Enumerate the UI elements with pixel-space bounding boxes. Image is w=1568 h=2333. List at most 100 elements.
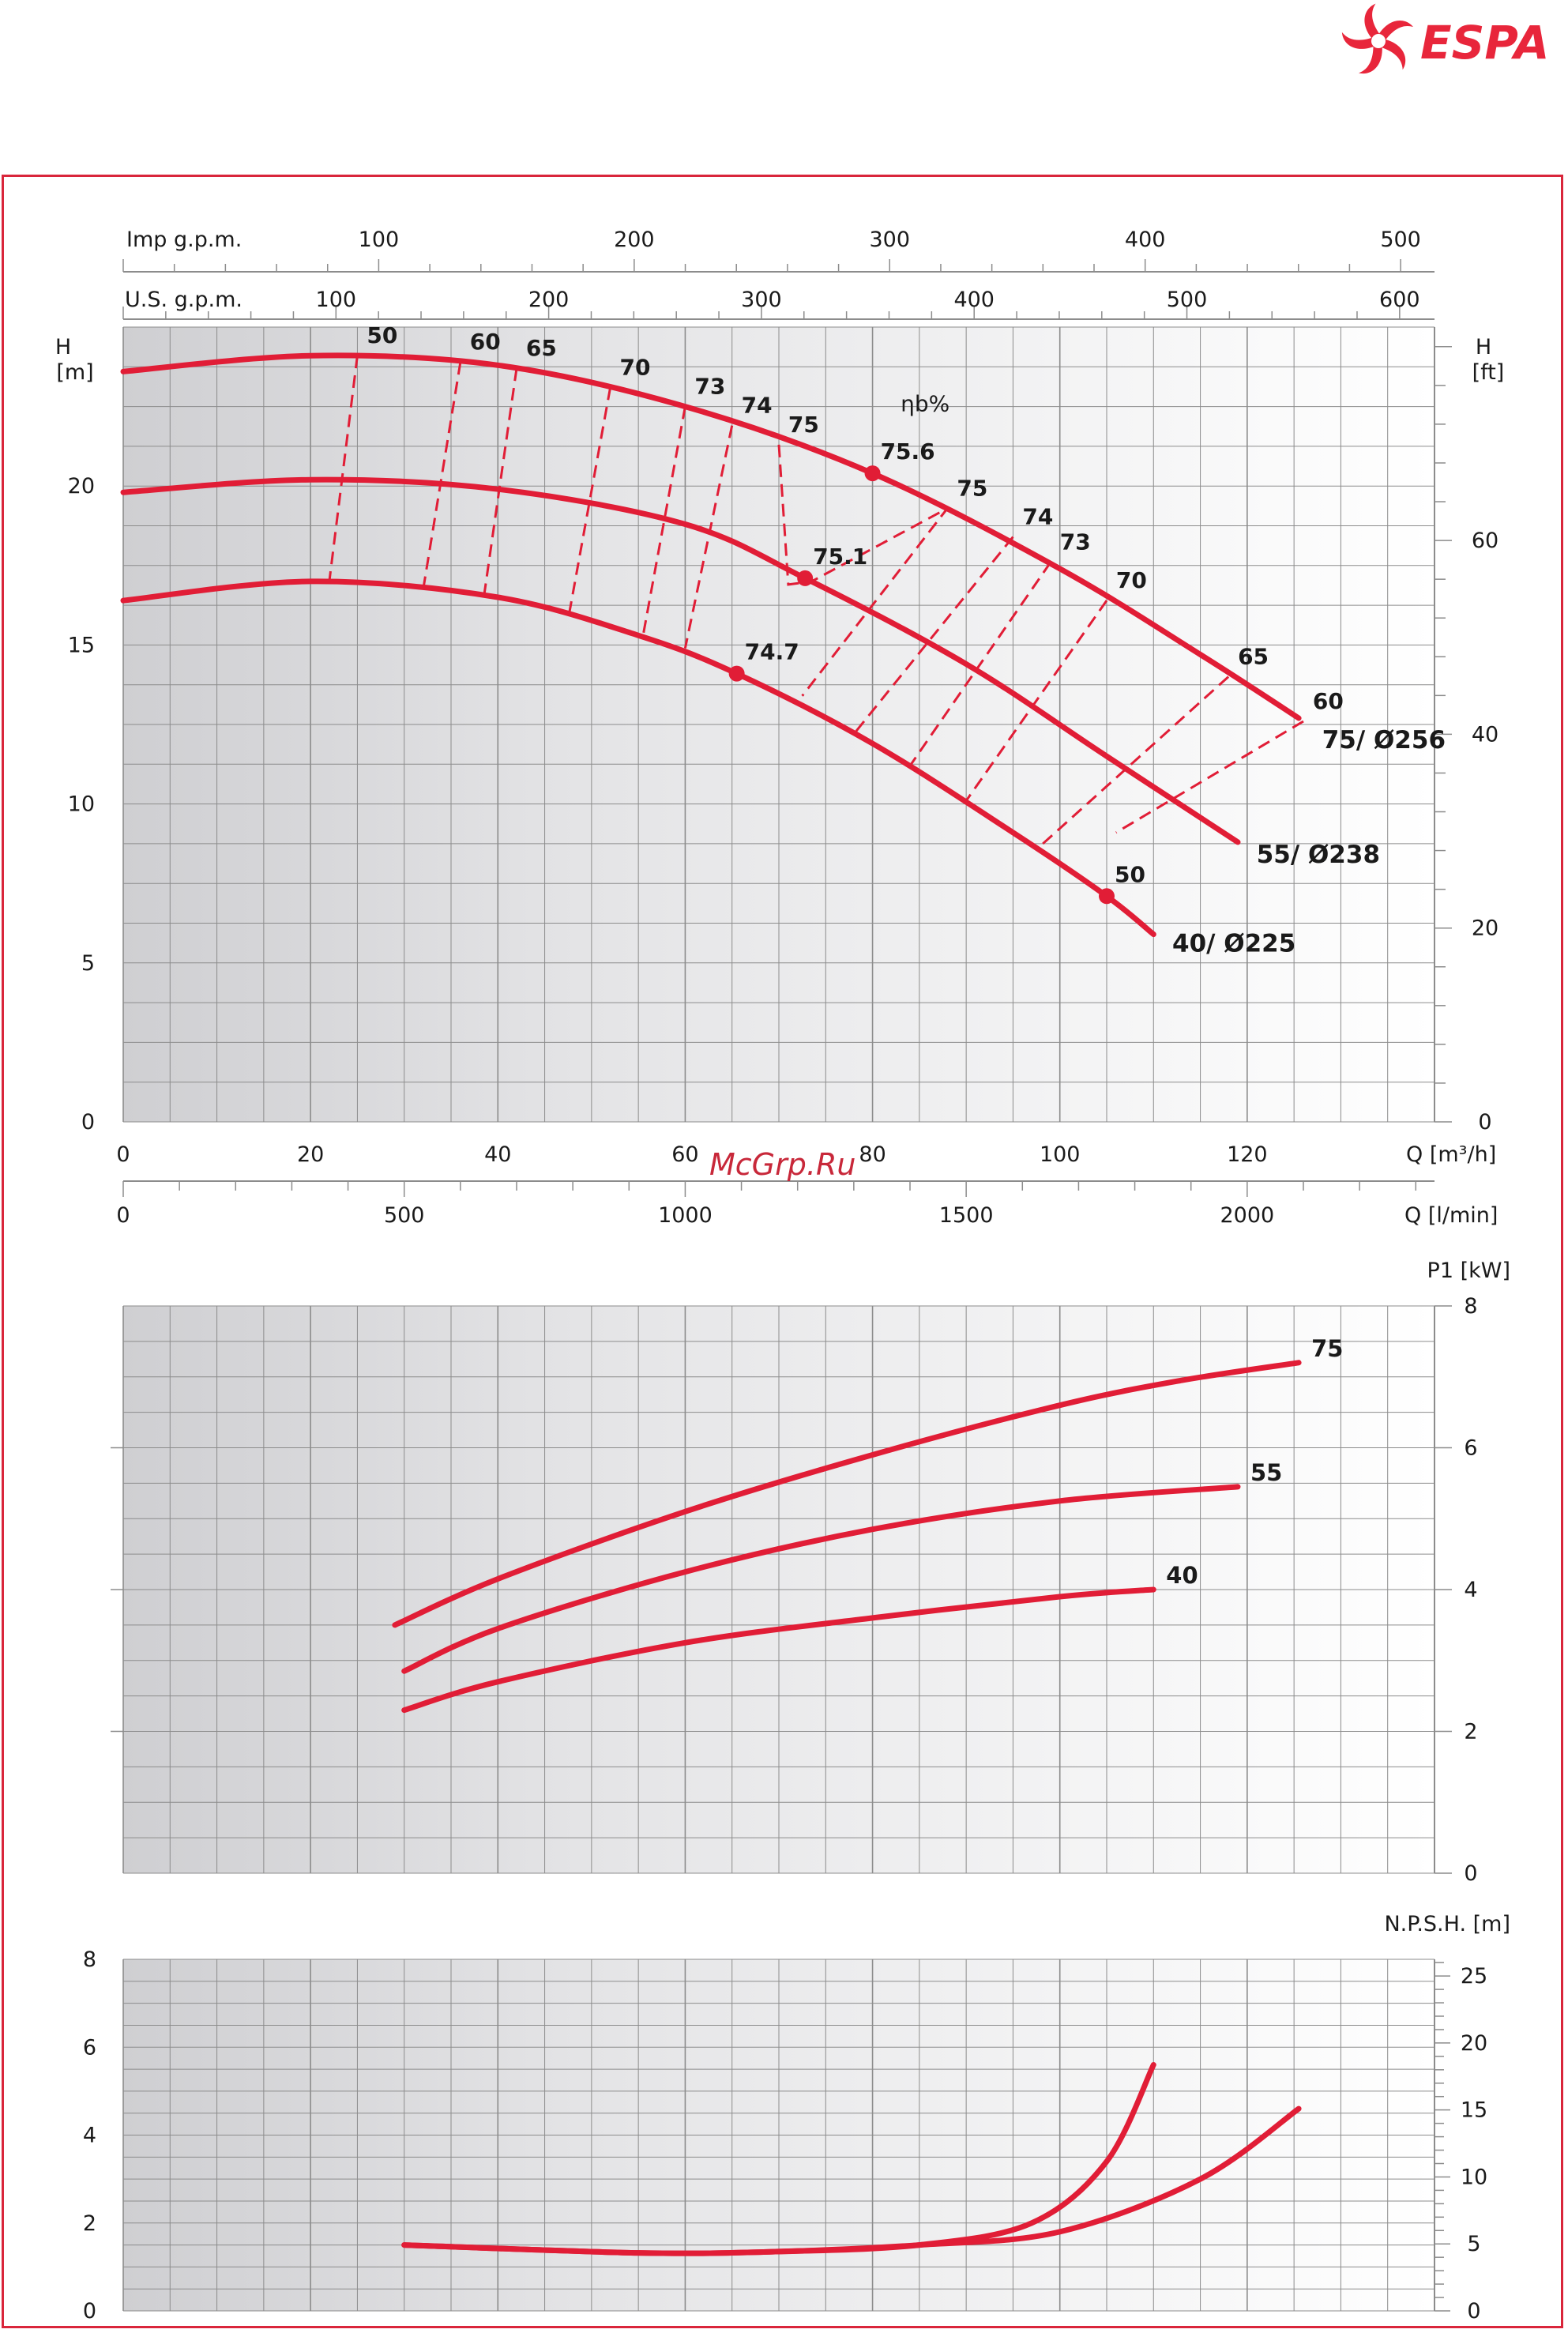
iso-efficiency-label: 74	[1022, 504, 1053, 530]
x-tick-label: 80	[859, 1142, 886, 1167]
y-right-tick-label: 25	[1461, 1964, 1487, 1989]
npsh-curve	[401, 2105, 1302, 2256]
power-curve	[401, 1484, 1241, 1674]
y-axis-unit: [m]	[56, 360, 93, 385]
power-curve	[392, 1360, 1302, 1628]
y-tick-label: 5	[81, 951, 95, 976]
y-right-tick-label: 40	[1472, 722, 1498, 747]
y-right-axis-label: H	[1476, 335, 1491, 359]
y-right-tick-label: 0	[1478, 1110, 1491, 1135]
lmin-tick-label: 1500	[939, 1203, 994, 1228]
iso-efficiency-label: 65	[1238, 644, 1269, 670]
us-gpm-axis-label: U.S. g.p.m.	[125, 288, 243, 312]
imp-gpm-tick-label: 300	[869, 228, 910, 252]
best-efficiency-point	[728, 665, 745, 682]
imp-gpm-tick-label: 400	[1125, 228, 1166, 252]
iso-efficiency-label: 75	[957, 475, 987, 501]
y-right-tick-label: 0	[1467, 2299, 1480, 2324]
y-right-tick-label: 6	[1464, 1436, 1477, 1461]
pump-impeller-logo-icon	[1341, 3, 1413, 74]
power-curve-label: 40	[1166, 1562, 1198, 1589]
y-right-tick-label: 0	[1464, 1861, 1477, 1886]
iso-efficiency-label: 74	[742, 393, 773, 419]
logo-blade	[1364, 3, 1381, 40]
chart-frame	[2, 175, 1563, 2328]
y-right-tick-label: 5	[1467, 2232, 1480, 2256]
x-tick-label: 60	[671, 1142, 698, 1167]
iso-efficiency-label: 65	[526, 335, 557, 361]
iso-efficiency-line	[908, 561, 1052, 767]
npsh-chart: 0 2 4 6 8 0 5 10 15 20 25 N.P.S.H. [m]	[83, 1912, 1510, 2324]
imp-gpm-tick-label: 200	[614, 228, 655, 252]
iso-efficiency-label: 70	[1116, 567, 1147, 593]
lmin-tick-label: 0	[116, 1203, 130, 1228]
y-tick-label: 20	[68, 474, 95, 499]
y-tick-label: 10	[68, 792, 95, 817]
lmin-tick-label: 2000	[1220, 1203, 1274, 1228]
y-tick-label: 6	[83, 2035, 96, 2060]
iso-efficiency-line	[683, 425, 734, 649]
y-tick-label: 0	[81, 1110, 95, 1135]
y-right-tick-label: 8	[1464, 1294, 1477, 1319]
lmin-tick-label: 1000	[658, 1203, 713, 1228]
y-right-tick-label: 2	[1464, 1720, 1477, 1744]
us-gpm-tick-label: 600	[1379, 288, 1420, 312]
head-curve-label: 75/ Ø256	[1322, 726, 1446, 754]
power-chart: 0 2 4 6 8 P1 [kW] 75 55 40	[111, 1259, 1510, 1886]
y-tick-label: 15	[68, 633, 95, 657]
imp-gpm-axis-label: Imp g.p.m.	[126, 228, 242, 252]
us-gpm-tick-label: 100	[316, 288, 357, 312]
iso-efficiency-label: 50	[367, 322, 397, 348]
efficiency-axis-label: ηb%	[901, 391, 949, 417]
iso-efficiency-label: 73	[1060, 529, 1091, 555]
y-right-tick-label: 20	[1461, 2031, 1487, 2056]
power-curve	[401, 1586, 1156, 1714]
us-gpm-tick-label: 200	[528, 288, 570, 312]
best-efficiency-label: 50	[1115, 861, 1145, 887]
iso-efficiency-line	[1115, 720, 1304, 834]
iso-efficiency-line	[1040, 675, 1230, 847]
y-right-tick-label: 10	[1461, 2165, 1487, 2189]
y-tick-label: 4	[83, 2124, 96, 2148]
x-tick-label: 0	[116, 1142, 130, 1167]
y-right-tick-label: 4	[1464, 1578, 1477, 1602]
y-right-tick-label: 15	[1461, 2098, 1487, 2123]
us-gpm-tick-label: 300	[741, 288, 782, 312]
lmin-tick-label: 500	[384, 1203, 425, 1228]
best-efficiency-label: 75.6	[881, 438, 935, 465]
x-axis-label: Q [m³/h]	[1406, 1142, 1496, 1167]
y-tick-label: 8	[83, 1947, 96, 1972]
best-efficiency-point	[797, 570, 814, 586]
best-efficiency-point	[864, 465, 881, 482]
head-curve-label: 55/ Ø238	[1257, 841, 1380, 869]
power-curve-label: 75	[1311, 1335, 1343, 1362]
y-right-axis-label: P1 [kW]	[1427, 1259, 1510, 1283]
head-curve-label: 40/ Ø225	[1172, 930, 1295, 958]
iso-efficiency-label: 73	[694, 374, 725, 400]
imp-gpm-tick-label: 100	[359, 228, 400, 252]
logo-blade	[1380, 39, 1406, 70]
head-curve	[120, 476, 1241, 845]
logo-blade	[1358, 44, 1382, 74]
us-gpm-tick-label: 400	[953, 288, 995, 312]
y-tick-label: 2	[83, 2211, 96, 2236]
y-right-tick-label: 20	[1472, 916, 1498, 941]
x-tick-label: 120	[1227, 1142, 1268, 1167]
best-efficiency-point	[1099, 888, 1115, 905]
iso-efficiency-line	[964, 600, 1108, 802]
y-tick-label: 0	[83, 2299, 96, 2324]
head-curve	[120, 352, 1302, 721]
logo-hub	[1371, 34, 1386, 48]
brand-name: ESPA	[1420, 16, 1549, 70]
iso-efficiency-label: 60	[470, 329, 501, 355]
espa-logo: ESPA	[1341, 3, 1549, 74]
best-efficiency-label: 75.1	[813, 544, 867, 570]
watermark-text: McGrp.Ru	[709, 1147, 856, 1182]
y-axis-label: H	[55, 335, 71, 359]
y-right-tick-label: 60	[1472, 529, 1498, 553]
x-tick-label: 40	[484, 1142, 511, 1167]
x-tick-label: 20	[297, 1142, 324, 1167]
y-right-axis-label: N.P.S.H. [m]	[1384, 1912, 1510, 1936]
